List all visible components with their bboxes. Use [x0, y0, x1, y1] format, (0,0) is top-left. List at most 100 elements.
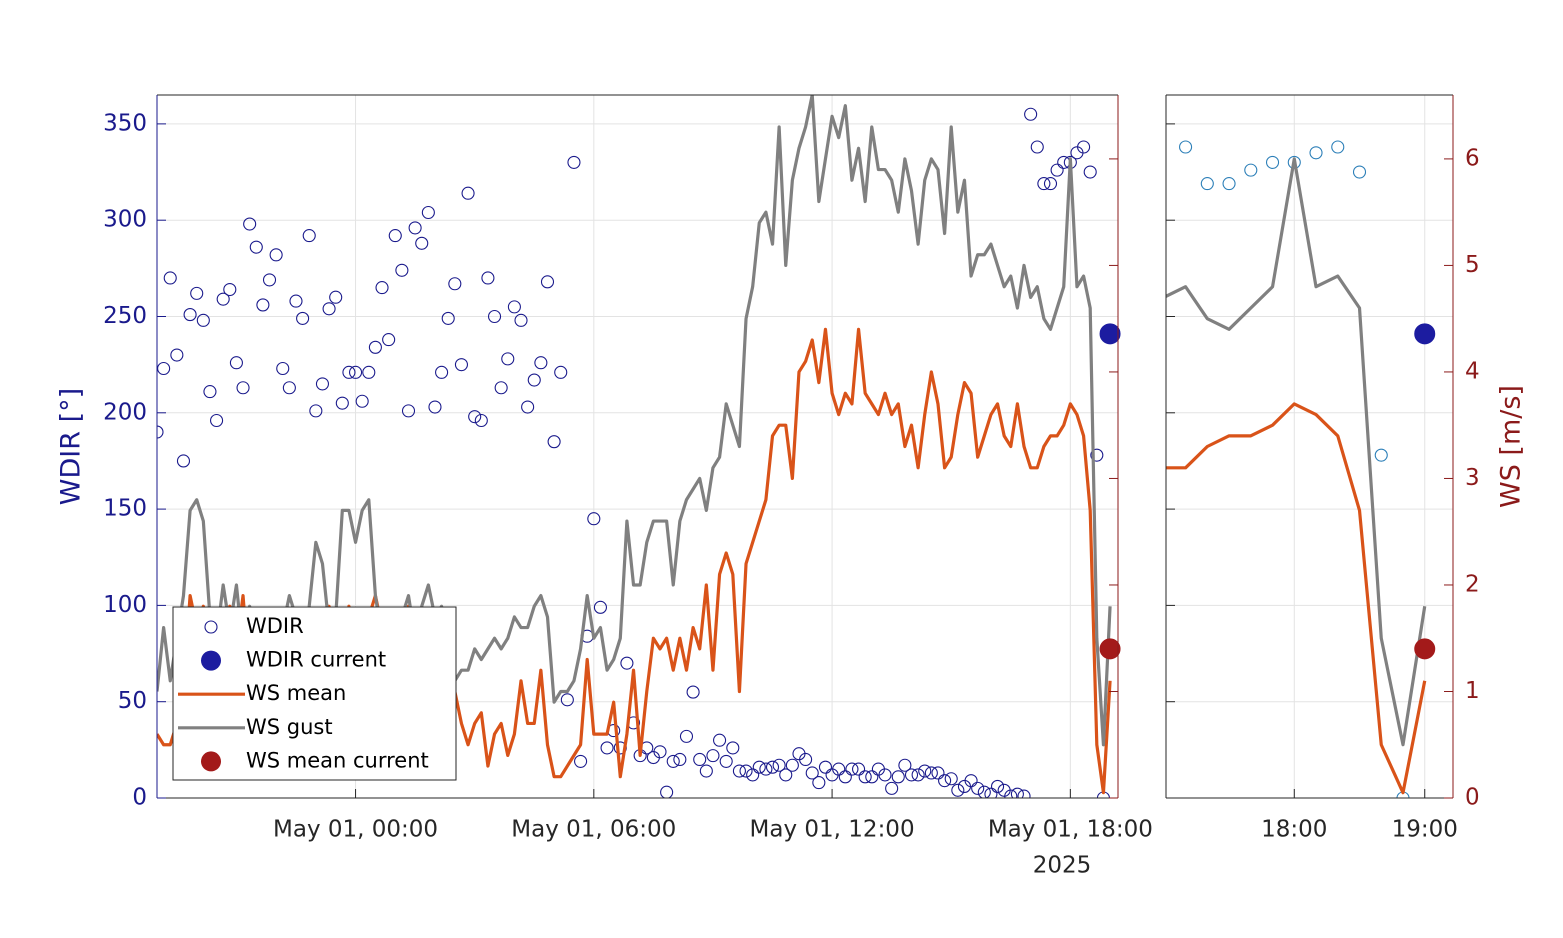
wdir-point	[1374, 448, 1388, 462]
wdir-point	[170, 348, 184, 362]
wdir-point	[852, 762, 866, 776]
wdir-point	[289, 294, 303, 308]
wdir-point	[1244, 163, 1258, 177]
wdir-point	[726, 741, 740, 755]
wdir-point	[494, 381, 508, 395]
wdir-point	[1179, 140, 1193, 154]
wdir-point	[587, 512, 601, 526]
wdir-point	[845, 762, 859, 776]
wdir-point	[1200, 177, 1214, 191]
wdir-point	[1017, 789, 1031, 798]
wdir-point	[673, 752, 687, 767]
wdir-point	[223, 282, 237, 297]
wdir-point	[891, 770, 905, 784]
wdir-point	[739, 764, 753, 778]
y2-tick-label: 5	[1465, 252, 1480, 278]
wdir-point	[401, 404, 416, 418]
wdir-point	[818, 760, 833, 774]
current-point	[1414, 323, 1436, 345]
wdir-point	[666, 754, 680, 768]
wdir-point	[1222, 177, 1236, 191]
legend-label: WDIR current	[246, 648, 386, 672]
series-layer	[157, 95, 1112, 798]
wdir-point	[183, 308, 197, 322]
y2-tick-label: 0	[1465, 785, 1480, 811]
wdir-point	[977, 785, 991, 798]
wdir-point	[501, 352, 515, 366]
wdir-point	[1043, 177, 1058, 191]
wdir-point	[885, 781, 899, 795]
wdir-point	[474, 413, 488, 428]
wdir-point	[865, 770, 879, 784]
wdir-point	[713, 733, 727, 747]
wdir-point	[1309, 146, 1323, 160]
wdir-point	[1004, 789, 1018, 798]
wdir-point	[779, 768, 793, 782]
wdir-point	[256, 298, 270, 312]
wdir-point	[878, 768, 892, 782]
legend-label: WDIR	[246, 614, 304, 638]
legend-label: WS mean current	[246, 748, 429, 772]
wdir-point	[355, 394, 369, 408]
wdir-point	[388, 229, 402, 243]
wdir-point	[805, 766, 819, 780]
wdir-point	[653, 745, 667, 759]
wdir-point	[157, 425, 164, 439]
wdir-point	[269, 248, 283, 262]
wdir-point	[620, 656, 634, 670]
x-tick-label: May 01, 06:00	[511, 817, 676, 843]
wdir-point	[229, 356, 243, 370]
wdir-point	[898, 758, 912, 772]
wdir-point	[560, 693, 574, 707]
wdir-point	[1024, 107, 1038, 121]
legend-label: WS gust	[246, 715, 333, 739]
y2-tick-label: 1	[1465, 678, 1480, 704]
wdir-point	[693, 752, 707, 767]
panel: 0 1 2 3 4 5 6 18:00 19:00	[1165, 94, 1480, 843]
wdir-point	[435, 365, 449, 379]
wdir-point	[772, 758, 786, 772]
y2-tick-label: 4	[1465, 358, 1480, 384]
wdir-point	[468, 410, 482, 424]
wdir-point	[1331, 140, 1345, 154]
wdir-point	[236, 381, 250, 395]
wdir-point	[904, 768, 919, 782]
y2-tick-label: 6	[1465, 145, 1480, 171]
wdir-point	[428, 400, 442, 414]
current-point	[1414, 638, 1436, 660]
wdir-point	[600, 741, 614, 755]
y-axis-label: WDIR [°]	[56, 388, 87, 505]
wdir-point	[812, 776, 826, 790]
wdir-point	[335, 396, 349, 410]
wdir-point	[838, 770, 852, 784]
wdir-point	[514, 313, 528, 327]
wdir-point	[329, 290, 343, 304]
wdir-point	[441, 311, 455, 325]
wdir-point	[349, 365, 363, 379]
current-point	[1099, 638, 1121, 660]
wdir-point	[157, 361, 171, 376]
wdir-point	[1010, 787, 1024, 798]
y-tick-label: 350	[103, 110, 147, 136]
y2-tick-label: 3	[1465, 465, 1480, 491]
wdir-point	[296, 311, 310, 325]
wdir-point	[534, 356, 548, 370]
wdir-point	[249, 240, 263, 254]
wdir-point	[196, 313, 210, 327]
x-tick-label: 19:00	[1392, 817, 1458, 843]
wdir-point	[785, 758, 799, 772]
current-point	[1099, 323, 1121, 345]
wdir-point	[1030, 140, 1044, 154]
wdir-point	[752, 760, 766, 774]
wdir-point	[918, 764, 932, 778]
wdir-point	[487, 309, 502, 324]
wdir-point	[971, 781, 985, 795]
wdir-point	[368, 340, 382, 354]
wdir-point	[1050, 163, 1064, 177]
ws-line	[1166, 402, 1427, 795]
wdir-point	[322, 302, 336, 316]
wdir-point	[375, 281, 389, 295]
